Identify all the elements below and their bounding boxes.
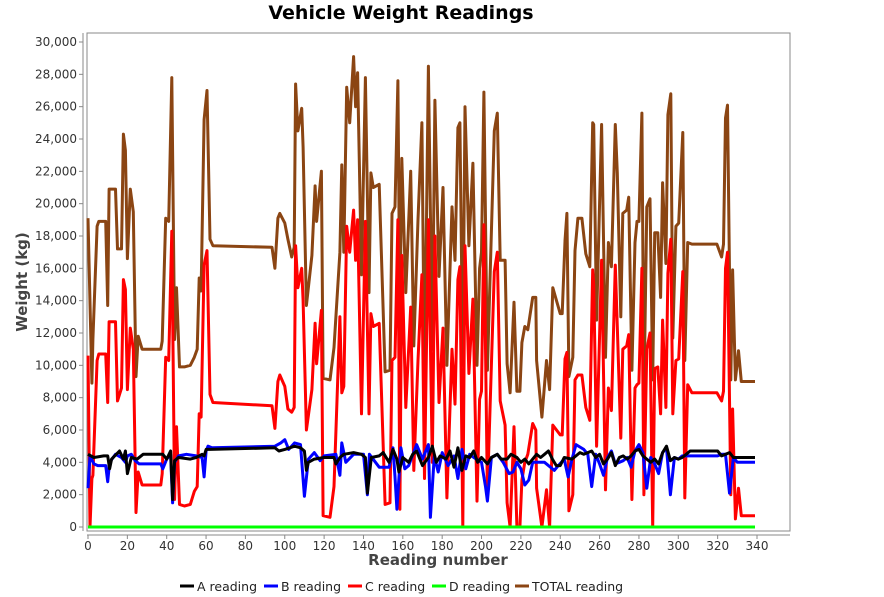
y-axis-label: Weight (kg) — [13, 232, 31, 332]
chart-title: Vehicle Weight Readings — [268, 2, 533, 24]
x-tick-label: 240 — [549, 539, 572, 553]
y-tick-label: 28,000 — [35, 67, 77, 81]
x-tick-label: 60 — [198, 539, 213, 553]
y-tick-label: 10,000 — [35, 358, 77, 372]
series-line-c-reading — [86, 208, 755, 529]
x-tick-label: 160 — [391, 539, 414, 553]
x-tick-label: 40 — [159, 539, 174, 553]
y-tick-label: 16,000 — [35, 261, 77, 275]
y-tick-label: 26,000 — [35, 100, 77, 114]
y-axis: 0 2,000 4,000 6,000 8,000 10,000 12,000 14,000 1… — [35, 33, 84, 534]
legend-label: D reading — [449, 579, 510, 594]
y-tick-label: 24,000 — [35, 132, 77, 146]
y-tick-label: 14,000 — [35, 294, 77, 308]
legend-item: B reading — [264, 579, 341, 594]
y-tick-label: 20,000 — [35, 197, 77, 211]
x-tick-label: 120 — [313, 539, 336, 553]
legend-label: A reading — [197, 579, 257, 594]
y-tick-label: 22,000 — [35, 164, 77, 178]
x-tick-label: 260 — [588, 539, 611, 553]
x-tick-label: 180 — [431, 539, 454, 553]
y-tick-label: 30,000 — [35, 35, 77, 49]
x-axis: 0 20 40 60 80 100 120 140 160 180 200 220 240 260 280 3… — [84, 534, 790, 553]
x-tick-label: 220 — [509, 539, 532, 553]
x-tick-label: 20 — [120, 539, 135, 553]
x-tick-label: 140 — [352, 539, 375, 553]
y-tick-label: 12,000 — [35, 326, 77, 340]
x-tick-label: 300 — [667, 539, 690, 553]
legend-item: D reading — [432, 579, 510, 594]
y-tick-label: 6,000 — [43, 423, 77, 437]
series-line-total-reading — [86, 55, 755, 419]
x-tick-label: 0 — [84, 539, 92, 553]
y-tick-label: 18,000 — [35, 229, 77, 243]
legend-label: B reading — [281, 579, 341, 594]
x-tick-label: 340 — [746, 539, 769, 553]
y-tick-label: 2,000 — [43, 488, 77, 502]
legend-item: C reading — [348, 579, 425, 594]
series-line-a-reading — [87, 444, 755, 501]
x-tick-label: 320 — [706, 539, 729, 553]
x-axis-label: Reading number — [368, 551, 508, 569]
legend-label: TOTAL reading — [531, 579, 623, 594]
legend-label: C reading — [365, 579, 425, 594]
x-tick-label: 280 — [627, 539, 650, 553]
x-tick-label: 200 — [470, 539, 493, 553]
y-tick-label: 8,000 — [43, 391, 77, 405]
x-tick-label: 80 — [238, 539, 253, 553]
y-tick-label: 4,000 — [43, 455, 77, 469]
legend: A reading B reading C reading D reading TOTA… — [180, 579, 623, 594]
series-lines — [86, 55, 755, 529]
legend-item: TOTAL reading — [515, 579, 623, 594]
legend-item: A reading — [180, 579, 257, 594]
x-tick-label: 100 — [273, 539, 296, 553]
y-tick-label: 0 — [69, 520, 77, 534]
